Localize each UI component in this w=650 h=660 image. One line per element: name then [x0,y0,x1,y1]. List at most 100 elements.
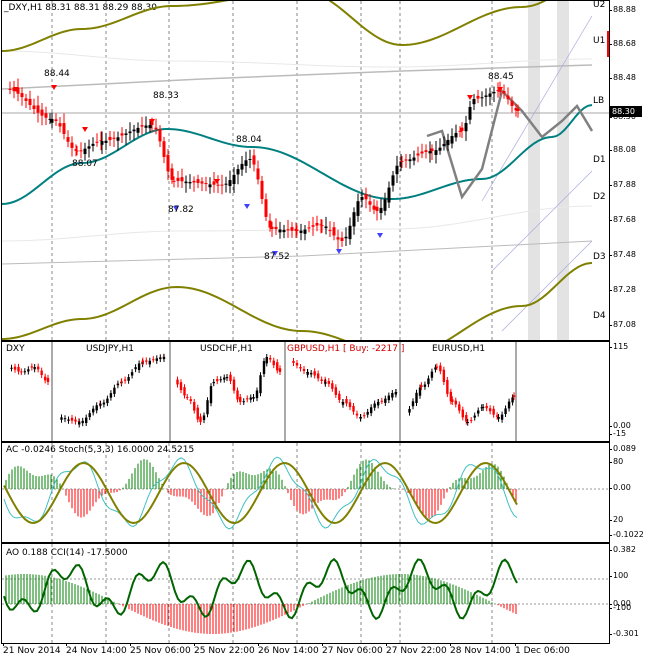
candle-body [328,230,332,232]
candle-body [228,180,232,187]
candle-body [262,361,266,375]
candle-body [246,398,249,400]
candle-body [48,118,52,120]
candle-body [132,129,136,132]
candle-body [70,142,74,148]
scale-tick: 0.00 [609,483,631,492]
cci-panel[interactable]: AO 0.188 CCI(14) -17.5000 [1,543,610,644]
candle-body [232,174,236,185]
candle-body [495,415,499,417]
candle-body [348,402,352,408]
stochastic-panel[interactable]: AC -0.0246 Stoch(5,3,3) 16.0000 24.5215 [1,442,610,543]
candle-body [23,371,27,373]
candle-body [170,168,174,180]
candle-body [383,199,387,211]
level-label-d3: D3 [593,252,606,262]
candle-body [172,180,176,182]
price-tick: 87.48 [609,250,636,259]
candle-body [209,386,213,404]
candle-body [212,382,215,384]
candle-body [282,229,286,233]
candle-body [332,227,336,236]
candle-body [54,119,58,121]
candle-body [248,159,252,160]
candle-body [216,379,219,382]
candle-body [502,90,506,94]
regression-line [2,240,593,265]
candle-body [439,365,442,372]
candle-body [79,150,83,152]
candle-body [264,199,268,217]
candle-body [464,123,468,132]
scale-tick: -100 [608,603,632,612]
candle-body [352,212,356,227]
candle-body [109,393,113,398]
candle-body [186,396,189,398]
candle-body [145,360,148,362]
candle-body [154,127,158,130]
candle-body [450,136,454,144]
candle-body [270,226,274,229]
candle-body [196,407,199,420]
candle-body [348,225,352,240]
peak-label: 88.33 [153,91,179,101]
candle-body [199,416,202,422]
candle-body [309,372,313,375]
candle-body [223,377,226,380]
candle-body [33,367,36,370]
scale-tick: 0.00 [609,599,631,608]
candle-body [152,359,155,361]
candle-body [148,360,151,365]
candle-body [112,137,116,139]
candle-body [355,413,359,416]
time-label: 25 Nov 22:00 [194,643,255,656]
fractal-marker [336,249,342,254]
candle-body [10,367,13,369]
candle-body [334,387,338,395]
candle-body [176,379,179,385]
price-tick: 87.88 [609,180,636,189]
candle-body [12,87,16,92]
upper-envelope [2,1,547,52]
main-chart-panel[interactable]: _DXY,H1 88.31 88.31 88.29 88.30 U2 U1 LB… [1,0,610,341]
candle-body [399,161,403,167]
candle-body [299,366,302,369]
candle-body [269,357,272,360]
candle-body [136,127,140,133]
candle-body [100,141,104,145]
scale-tick: -0.301 [609,629,639,638]
candle-body [265,357,268,364]
candle-body [183,387,186,396]
candle-body [338,393,341,400]
scale-tick: 115 [608,342,629,351]
candle-body [242,401,245,403]
candle-body [232,379,236,391]
candle-body [476,95,480,99]
cci-oscillator [2,544,609,643]
peak-label: 88.07 [72,159,98,169]
candle-body [159,357,162,360]
candle-body [313,371,316,376]
candle-body [400,160,404,162]
candle-body [461,409,464,418]
candle-body [451,399,454,402]
candle-body [387,187,391,203]
candle-body [162,141,166,157]
candle-body [46,377,50,382]
candle-body [60,417,63,420]
candle-body [408,408,411,413]
candle-body [256,168,260,180]
symbols-panel[interactable]: DXY USDJPY,H1 USDCHF,H1 GBPUSD,H1 [ Buy:… [1,341,610,442]
candle-body [327,381,331,384]
candle-body [155,358,158,361]
candle-body [58,123,62,127]
candle-body [278,229,282,233]
candle-body [74,419,77,422]
candle-body [404,159,408,161]
scale-tick: 20 [608,515,624,524]
scale-tick: 0.382 [609,545,636,554]
candle-body [276,362,279,371]
candle-body [108,136,112,141]
candle-body [81,420,84,424]
candle-body [179,382,183,391]
